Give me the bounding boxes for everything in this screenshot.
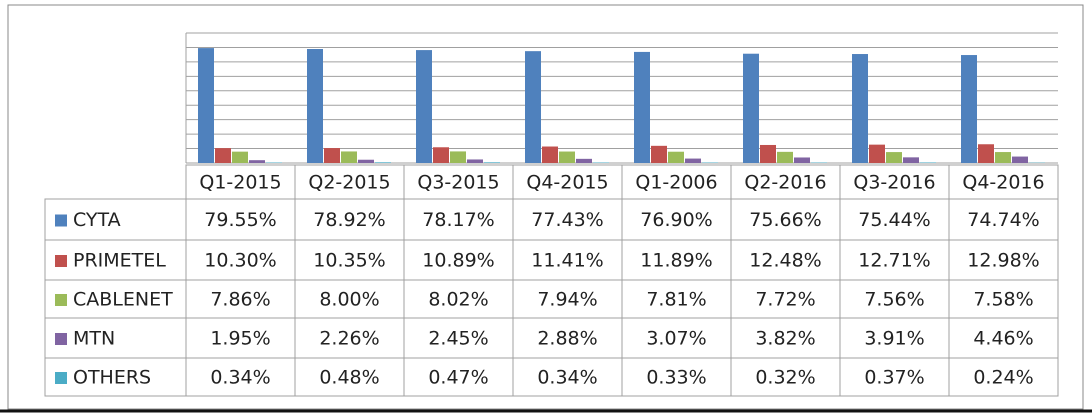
bar [249,160,265,163]
table-value: 2.45% [428,328,488,350]
column-header: Q4-2016 [962,172,1044,194]
table-value: 10.30% [204,250,276,272]
table-value: 0.34% [537,367,597,389]
bar [341,151,357,163]
table-value: 77.43% [531,209,603,231]
table-value: 7.81% [646,289,706,311]
table-value: 7.86% [210,289,270,311]
table-value: 2.88% [537,328,597,350]
bar [634,51,650,163]
legend-label: PRIMETEL [73,250,166,272]
bar [869,144,885,163]
bar [375,162,391,163]
frame [7,4,1084,410]
bar [559,151,575,163]
table-value: 0.34% [210,367,270,389]
bar [324,148,340,163]
table-value: 79.55% [204,209,276,231]
bar [467,159,483,163]
bar [651,145,667,163]
bar [743,53,759,163]
table-value: 78.92% [313,209,385,231]
table-value: 10.89% [422,250,494,272]
legend-label: CYTA [73,209,121,231]
bar [1012,156,1028,163]
table-value: 0.32% [755,367,815,389]
legend-label: OTHERS [73,367,151,389]
table-value: 7.72% [755,289,815,311]
bar [777,151,793,163]
table-value: 0.33% [646,367,706,389]
bar [307,49,323,164]
table-value: 75.44% [858,209,930,231]
column-header: Q1-2015 [199,172,281,194]
table-value: 12.48% [749,250,821,272]
table-value: 0.48% [319,367,379,389]
column-header: Q4-2015 [526,172,608,194]
table-value: 7.58% [973,289,1033,311]
bar [484,162,500,163]
table-value: 4.46% [973,328,1033,350]
legend-key [55,255,67,267]
bar [978,144,994,163]
bar [542,146,558,163]
bar [961,55,977,163]
table-value: 78.17% [422,209,494,231]
legend-key [55,372,67,384]
bar [852,54,868,163]
bar [903,157,919,163]
table-value: 12.71% [858,250,930,272]
bar [416,50,432,163]
legend-label: CABLENET [73,289,173,311]
table-value: 0.47% [428,367,488,389]
bar [232,151,248,163]
column-header: Q2-2015 [308,172,390,194]
column-header: Q3-2016 [853,172,935,194]
table-value: 12.98% [967,250,1039,272]
bar [215,148,231,163]
table-value: 1.95% [210,328,270,350]
table-value: 2.26% [319,328,379,350]
column-header: Q3-2015 [417,172,499,194]
table-value: 74.74% [967,209,1039,231]
bar [995,152,1011,163]
bar [198,48,214,163]
table-value: 10.35% [313,250,385,272]
bar [668,151,684,163]
legend-label: MTN [73,328,115,350]
bar [886,152,902,163]
table-value: 0.37% [864,367,924,389]
bar [794,157,810,163]
table-value: 8.02% [428,289,488,311]
table-value: 76.90% [640,209,712,231]
table-value: 11.41% [531,250,603,272]
table-value: 7.56% [864,289,924,311]
legend-key [55,333,67,345]
bar [433,147,449,163]
table-value: 0.24% [973,367,1033,389]
bar [920,162,936,163]
bar [525,51,541,164]
bar [685,158,701,163]
table-value: 3.91% [864,328,924,350]
legend-key [55,214,67,227]
table-value: 3.82% [755,328,815,350]
table-value: 11.89% [640,250,712,272]
bar [760,144,776,163]
table-value: 7.94% [537,289,597,311]
bar [450,151,466,163]
bar [358,159,374,163]
table-cell [44,357,1059,397]
legend-key [55,294,67,306]
bar [576,158,592,163]
column-header: Q2-2016 [744,172,826,194]
table-value: 8.00% [319,289,379,311]
table-value: 3.07% [646,328,706,350]
table-value: 75.66% [749,209,821,231]
column-header: Q1-2006 [635,172,717,194]
